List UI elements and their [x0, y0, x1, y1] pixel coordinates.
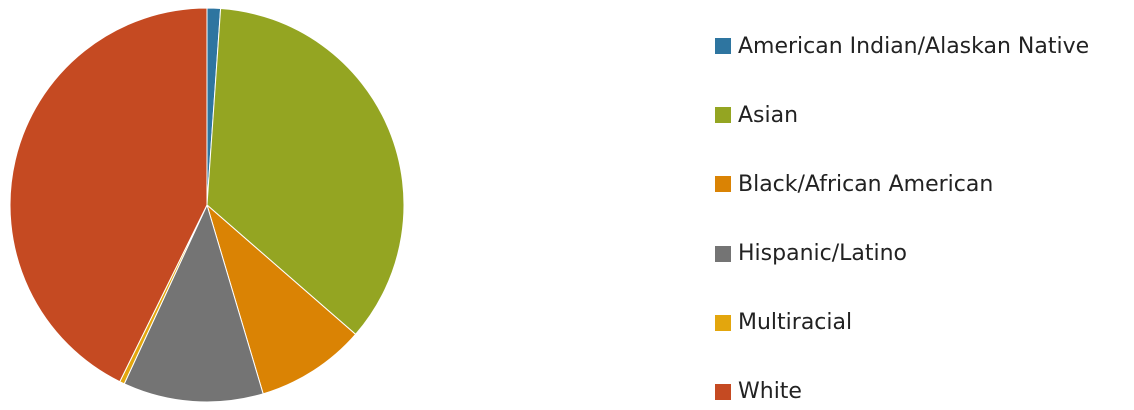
pie-slice-hispanic-latino	[123, 203, 264, 403]
legend-swatch-hispanic-latino	[715, 245, 731, 262]
pie-slice-white	[9, 7, 208, 383]
legend-item-asian: Asian	[715, 97, 1125, 133]
chart-legend: American Indian/Alaskan Native Asian Bla…	[715, 28, 1125, 410]
legend-swatch-black-african-american	[715, 176, 731, 193]
legend-label-hispanic-latino: Hispanic/Latino	[738, 241, 908, 267]
legend-swatch-asian	[715, 107, 731, 124]
legend-label-multiracial: Multiracial	[738, 310, 853, 336]
legend-item-hispanic-latino: Hispanic/Latino	[715, 236, 1125, 272]
legend-label-american-indian-alaskan-native: American Indian/Alaskan Native	[738, 33, 1090, 59]
legend-item-white: White	[715, 374, 1125, 410]
legend-item-multiracial: Multiracial	[715, 305, 1125, 341]
legend-item-black-african-american: Black/African American	[715, 166, 1125, 202]
legend-swatch-white	[715, 383, 731, 400]
legend-label-asian: Asian	[738, 102, 799, 128]
legend-item-american-indian-alaskan-native: American Indian/Alaskan Native	[715, 28, 1125, 64]
legend-label-white: White	[738, 379, 802, 405]
legend-swatch-multiracial	[715, 314, 731, 331]
pie-plot	[9, 7, 405, 403]
legend-label-black-african-american: Black/African American	[738, 171, 994, 197]
legend-swatch-american-indian-alaskan-native	[715, 38, 731, 54]
pie-slice-asian	[206, 7, 405, 336]
pie-slice-black-african-american	[206, 203, 357, 395]
pie-slices	[9, 7, 405, 403]
